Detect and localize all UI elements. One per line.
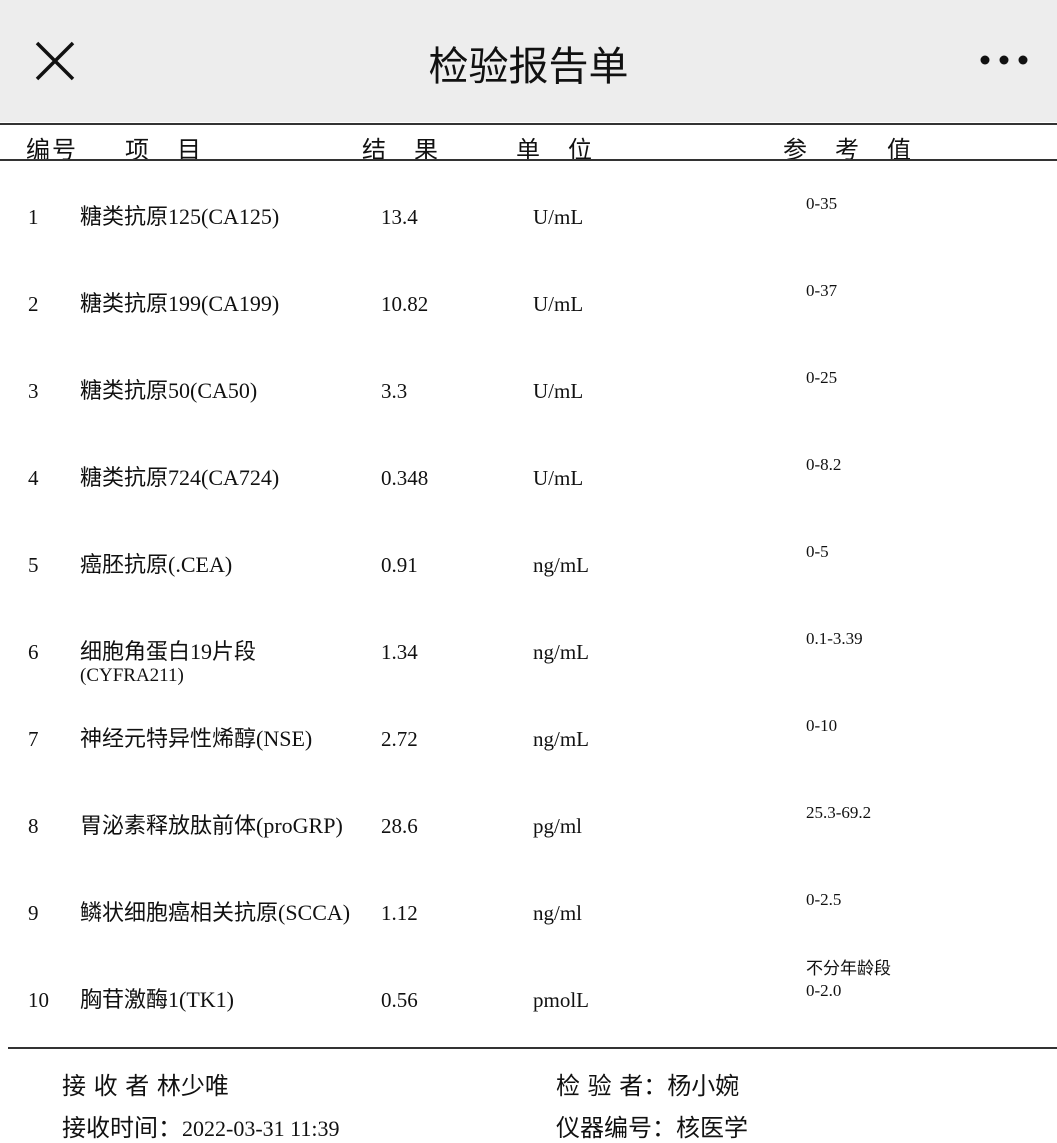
row-item: 胸苷激酶1(TK1) (80, 987, 234, 1012)
device-number: 仪器编号：核医学 (556, 1114, 748, 1142)
row-item: 糖类抗原125(CA125) (80, 204, 280, 229)
receive-time: 接收时间：2022-03-31 11:39 (62, 1114, 340, 1142)
row-item: 神经元特异性烯醇(NSE) (80, 726, 313, 751)
row-result: 0.56 (381, 988, 418, 1012)
row-reference: 0-25 (806, 368, 838, 387)
row-item: 糖类抗原724(CA724) (80, 465, 280, 490)
inspector: 检 验 者：杨小婉 (556, 1072, 740, 1100)
row-number: 5 (28, 553, 39, 577)
row-item: 糖类抗原50(CA50) (80, 378, 258, 403)
table-row: 8 胃泌素释放肽前体(proGRP) 28.6 pg/ml 25.3-69.2 (0, 803, 1057, 901)
table-row: 7 神经元特异性烯醇(NSE) 2.72 ng/mL 0-10 (0, 716, 1057, 814)
row-result: 2.72 (381, 727, 418, 751)
table-row: 9 鳞状细胞癌相关抗原(SCCA) 1.12 ng/ml 0-2.5 (0, 890, 1057, 988)
table-row: 4 糖类抗原724(CA724) 0.348 U/mL 0-8.2 (0, 455, 1057, 553)
row-result: 28.6 (381, 814, 418, 838)
row-number: 4 (28, 466, 39, 490)
row-reference: 0-5 (806, 542, 829, 561)
row-number: 3 (28, 379, 39, 403)
row-number: 9 (28, 901, 39, 925)
table-row: 2 糖类抗原199(CA199) 10.82 U/mL 0-37 (0, 281, 1057, 379)
table-row: 10 胸苷激酶1(TK1) 0.56 pmolL 不分年龄段 0-2.0 (0, 959, 1057, 1075)
row-reference: 0-37 (806, 281, 838, 300)
row-unit: U/mL (533, 292, 584, 316)
more-icon[interactable] (979, 50, 1029, 70)
close-icon[interactable] (34, 40, 76, 82)
row-item: 糖类抗原199(CA199) (80, 291, 280, 316)
row-unit: ng/mL (533, 727, 589, 751)
row-unit: U/mL (533, 466, 584, 490)
table-row: 5 癌胚抗原(.CEA) 0.91 ng/mL 0-5 (0, 542, 1057, 640)
row-reference: 0-2.5 (806, 890, 842, 909)
page-title: 检验报告单 (428, 44, 629, 90)
row-number: 2 (28, 292, 39, 316)
row-reference: 0.1-3.39 (806, 629, 863, 648)
row-unit: ng/mL (533, 640, 589, 664)
row-number: 7 (28, 727, 39, 751)
row-number: 10 (28, 988, 49, 1012)
receiver: 接 收 者 林少唯 (62, 1072, 229, 1100)
row-unit: pg/ml (533, 814, 583, 838)
divider (0, 123, 1057, 125)
row-item: 胃泌素释放肽前体(proGRP) (80, 813, 343, 838)
row-item: 细胞角蛋白19片段 (CYFRA211) (80, 639, 257, 687)
table-row: 6 细胞角蛋白19片段 (CYFRA211) 1.34 ng/mL 0.1-3.3… (0, 629, 1057, 727)
row-reference: 25.3-69.2 (806, 803, 872, 822)
row-result: 1.34 (381, 640, 418, 664)
row-result: 10.82 (381, 292, 429, 316)
row-unit: ng/mL (533, 553, 589, 577)
row-result: 0.348 (381, 466, 429, 490)
row-unit: pmolL (533, 988, 589, 1012)
row-result: 13.4 (381, 205, 418, 229)
table-row: 1 糖类抗原125(CA125) 13.4 U/mL 0-35 (0, 194, 1057, 292)
row-unit: U/mL (533, 205, 584, 229)
table-row: 3 糖类抗原50(CA50) 3.3 U/mL 0-25 (0, 368, 1057, 466)
row-number: 1 (28, 205, 39, 229)
row-reference: 0-35 (806, 194, 838, 213)
row-result: 3.3 (381, 379, 408, 403)
row-reference: 不分年龄段 0-2.0 (806, 959, 891, 1000)
top-bar: 检验报告单 (0, 0, 1057, 122)
divider (0, 159, 1057, 161)
divider (8, 1047, 1057, 1049)
row-unit: ng/ml (533, 901, 583, 925)
row-item: 鳞状细胞癌相关抗原(SCCA) (80, 900, 351, 925)
row-result: 1.12 (381, 901, 418, 925)
row-number: 6 (28, 640, 39, 664)
row-reference: 0-8.2 (806, 455, 842, 474)
row-item: 癌胚抗原(.CEA) (80, 552, 233, 577)
row-unit: U/mL (533, 379, 584, 403)
row-result: 0.91 (381, 553, 418, 577)
row-reference: 0-10 (806, 716, 838, 735)
row-number: 8 (28, 814, 39, 838)
